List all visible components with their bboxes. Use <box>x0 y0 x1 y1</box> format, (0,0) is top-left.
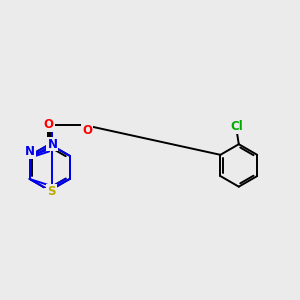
Text: N: N <box>26 145 35 158</box>
Text: S: S <box>47 185 56 198</box>
Text: N: N <box>47 137 57 151</box>
Text: O: O <box>82 124 92 137</box>
Text: O: O <box>44 118 54 131</box>
Text: Cl: Cl <box>230 120 243 133</box>
Text: N: N <box>45 189 55 203</box>
